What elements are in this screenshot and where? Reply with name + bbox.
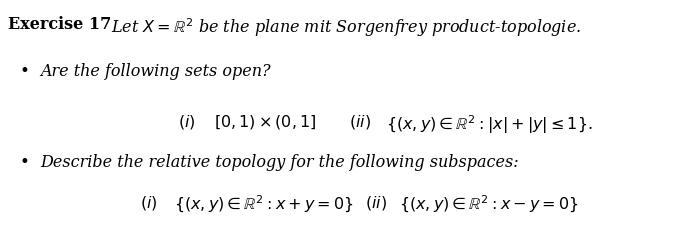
Text: $(i)$: $(i)$ [140, 194, 158, 212]
Text: Describe the relative topology for the following subspaces:: Describe the relative topology for the f… [41, 153, 519, 170]
Text: $\{(x,y) \in \mathbb{R}^2 : |x| + |y| \leq 1\}$.: $\{(x,y) \in \mathbb{R}^2 : |x| + |y| \l… [386, 112, 594, 135]
Text: •: • [20, 153, 29, 170]
Text: $[0,1) \times (0,1]$: $[0,1) \times (0,1]$ [214, 112, 316, 130]
Text: •: • [20, 63, 29, 80]
Text: $(ii)$: $(ii)$ [349, 112, 370, 130]
Text: Let $X = \mathbb{R}^2$ be the plane mit Sorgenfrey product-topologie.: Let $X = \mathbb{R}^2$ be the plane mit … [111, 16, 581, 38]
Text: Are the following sets open?: Are the following sets open? [41, 63, 271, 80]
Text: $\{(x,y) \in \mathbb{R}^2 : x - y = 0\}$: $\{(x,y) \in \mathbb{R}^2 : x - y = 0\}$ [399, 194, 579, 214]
Text: $(ii)$: $(ii)$ [365, 194, 387, 212]
Text: Exercise 17: Exercise 17 [8, 16, 112, 33]
Text: $\{(x,y) \in \mathbb{R}^2 : x + y = 0\}$: $\{(x,y) \in \mathbb{R}^2 : x + y = 0\}$ [174, 194, 354, 214]
Text: $(i)$: $(i)$ [178, 112, 196, 130]
